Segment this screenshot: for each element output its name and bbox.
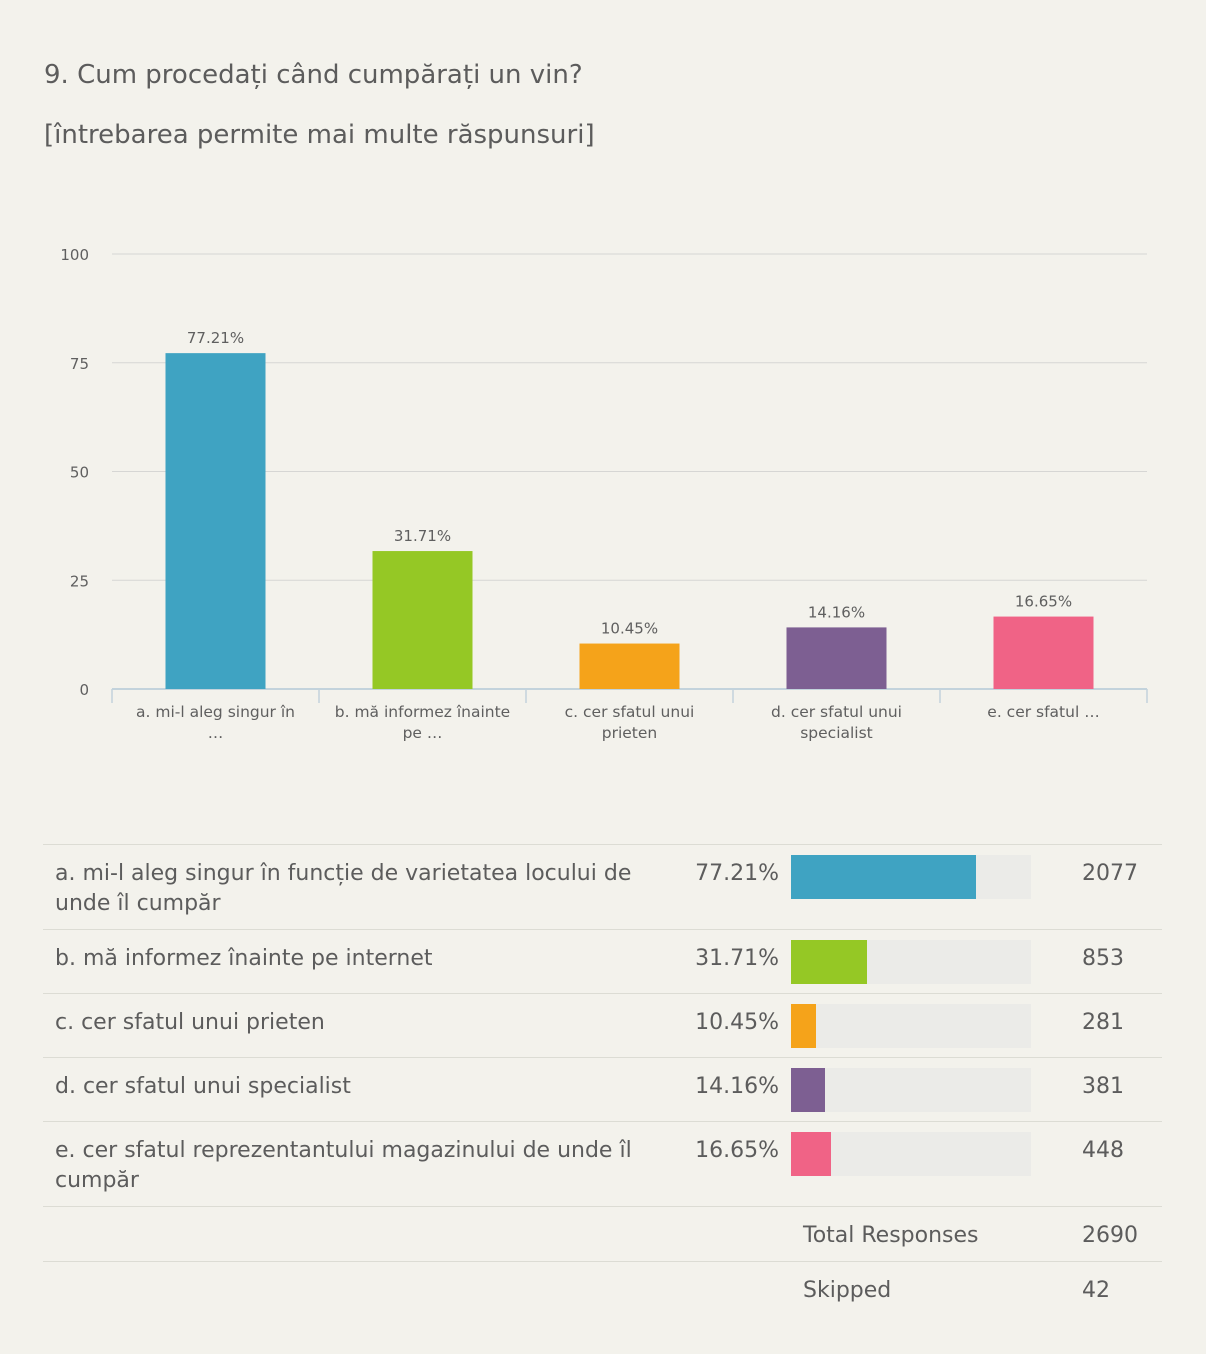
y-tick-label: 0 — [79, 681, 89, 699]
question-title: 9. Cum procedați când cumpărați un vin? — [44, 60, 583, 90]
answer-label: e. cer sfatul reprezentantului magazinul… — [55, 1138, 632, 1193]
question-subtitle: [întrebarea permite mai multe răspunsuri… — [44, 120, 595, 150]
skipped-label: Skipped — [803, 1278, 892, 1303]
total-responses-row: Total Responses 2690 — [43, 1207, 1162, 1262]
percent-bar-fill — [791, 1132, 831, 1176]
x-tick-label: a. mi-l aleg singur în — [136, 703, 295, 721]
bar-chart: 0 25 50 75 100 77.21% a. mi-l aleg singur în … 3… — [60, 246, 1148, 742]
answer-label: a. mi-l aleg singur în funcție de variet… — [55, 861, 632, 916]
percent-bar-track — [791, 1132, 1031, 1176]
answer-count: 448 — [1082, 1138, 1124, 1163]
x-tick-label: pe … — [403, 724, 443, 742]
x-tick-label: e. cer sfatul … — [987, 703, 1099, 721]
percent-bar-track — [791, 855, 1031, 899]
answer-label: b. mă informez înainte pe internet — [55, 946, 433, 971]
table-row: e. cer sfatul reprezentantului magazinul… — [43, 1122, 1162, 1207]
bar — [165, 353, 266, 689]
table-row: b. mă informez înainte pe internet 31.71%… — [43, 930, 1162, 994]
y-tick-label: 50 — [70, 464, 89, 482]
percent-bar-track — [791, 940, 1031, 984]
answer-percent: 31.71% — [695, 946, 779, 971]
percent-bar-fill — [791, 940, 868, 984]
answer-label: c. cer sfatul unui prieten — [55, 1010, 325, 1035]
y-tick-label: 75 — [70, 355, 89, 373]
answer-percent: 14.16% — [695, 1074, 779, 1099]
percent-bar-fill — [791, 1004, 817, 1048]
percent-bar-fill — [791, 855, 977, 899]
x-tick-label: d. cer sfatul unui — [771, 703, 902, 721]
skipped-row: Skipped 42 — [43, 1262, 1162, 1317]
x-tick-label: b. mă informez înainte — [335, 703, 510, 721]
bar — [993, 616, 1094, 689]
answer-percent: 77.21% — [695, 861, 779, 886]
table-row: a. mi-l aleg singur în funcție de variet… — [43, 845, 1162, 930]
table-row: c. cer sfatul unui prieten 10.45% 281 — [43, 994, 1162, 1058]
results-table: a. mi-l aleg singur în funcție de variet… — [43, 844, 1162, 1317]
y-tick-label: 25 — [70, 572, 89, 590]
bar-data-label: 10.45% — [601, 620, 658, 638]
answer-count: 2077 — [1082, 861, 1138, 886]
answer-count: 381 — [1082, 1074, 1124, 1099]
answer-percent: 16.65% — [695, 1138, 779, 1163]
x-tick-label: … — [208, 724, 224, 742]
skipped-value: 42 — [1082, 1278, 1110, 1303]
total-responses-value: 2690 — [1082, 1223, 1138, 1248]
bar-data-label: 16.65% — [1015, 593, 1072, 611]
results-rows: a. mi-l aleg singur în funcție de variet… — [43, 845, 1162, 1207]
answer-count: 281 — [1082, 1010, 1124, 1035]
bar-data-label: 77.21% — [187, 329, 244, 347]
percent-bar-fill — [791, 1068, 825, 1112]
percent-bar-track — [791, 1004, 1031, 1048]
bar-data-label: 31.71% — [394, 527, 451, 545]
x-tick-label: prieten — [602, 724, 658, 742]
bar — [372, 551, 473, 689]
bar — [786, 627, 887, 689]
answer-label: d. cer sfatul unui specialist — [55, 1074, 351, 1099]
table-row: d. cer sfatul unui specialist 14.16% 381 — [43, 1058, 1162, 1122]
y-tick-label: 100 — [60, 246, 89, 264]
bar — [579, 643, 680, 689]
bar-data-label: 14.16% — [808, 603, 865, 621]
answer-count: 853 — [1082, 946, 1124, 971]
x-tick-label: specialist — [800, 724, 873, 742]
total-responses-label: Total Responses — [803, 1223, 979, 1248]
answer-percent: 10.45% — [695, 1010, 779, 1035]
percent-bar-track — [791, 1068, 1031, 1112]
x-tick-label: c. cer sfatul unui — [565, 703, 695, 721]
